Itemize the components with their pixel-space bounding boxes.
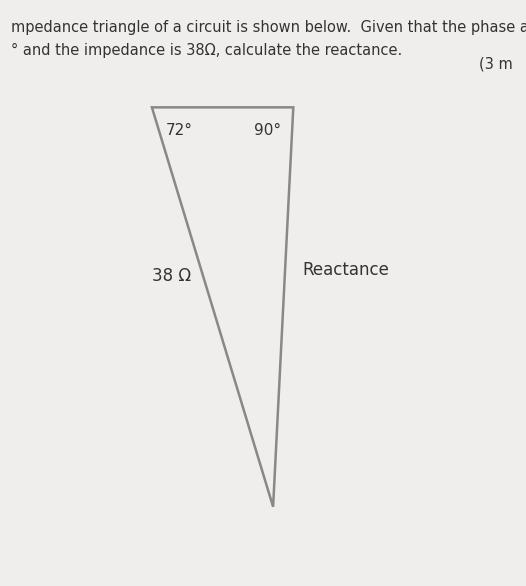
Text: ° and the impedance is 38Ω, calculate the reactance.: ° and the impedance is 38Ω, calculate th… xyxy=(11,43,402,57)
Text: 72°: 72° xyxy=(166,123,193,138)
Text: mpedance triangle of a circuit is shown below.  Given that the phase a: mpedance triangle of a circuit is shown … xyxy=(11,20,526,35)
Text: 38 Ω: 38 Ω xyxy=(152,267,191,285)
Text: (3 m: (3 m xyxy=(479,57,513,71)
Text: Reactance: Reactance xyxy=(302,261,389,279)
Text: 90°: 90° xyxy=(254,123,281,138)
